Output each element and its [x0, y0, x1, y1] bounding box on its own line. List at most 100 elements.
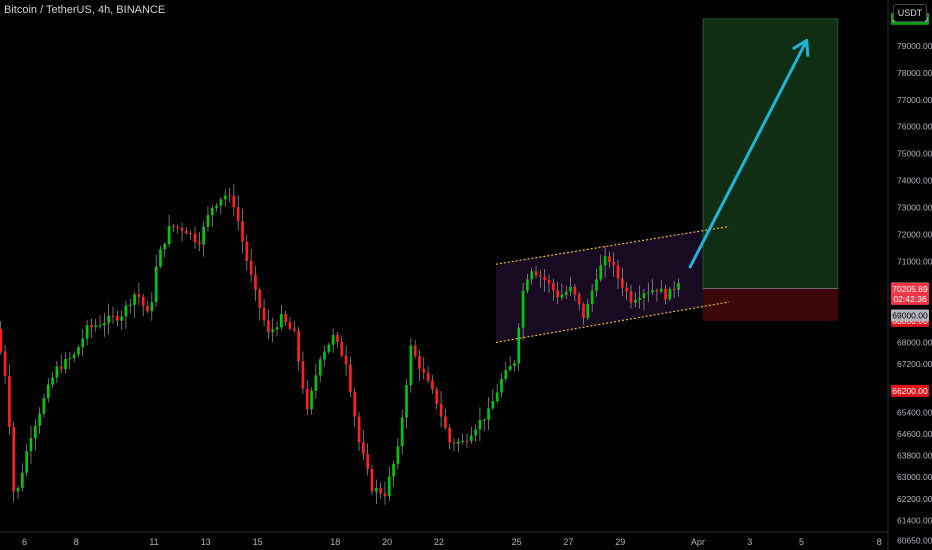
price-axis[interactable]: 60650.00 61400.00 62200.00 63000.00 63800.00…: [887, 0, 932, 550]
candle-body: [629, 291, 633, 303]
candle-body: [336, 334, 339, 342]
candle-body: [547, 279, 551, 284]
candle-body: [586, 304, 590, 318]
arrow-shaft[interactable]: [688, 38, 809, 269]
candle-body: [275, 327, 279, 330]
candle-body: [349, 364, 352, 393]
y-tick-label: 78000.00: [897, 68, 932, 78]
candle-body: [456, 441, 460, 444]
arrow-head[interactable]: [792, 38, 810, 57]
candle-body: [323, 351, 326, 360]
candle-body: [38, 413, 41, 426]
candle-body: [85, 325, 89, 339]
candle-body: [280, 314, 283, 328]
candle-body: [474, 429, 477, 436]
candle-body: [288, 322, 292, 329]
y-tick-label: 63800.00: [897, 451, 932, 461]
candle-body: [284, 314, 287, 323]
candle-body: [51, 377, 54, 385]
candle-body: [452, 442, 456, 444]
y-tick-label: 72000.00: [897, 230, 932, 240]
candle-body: [362, 442, 365, 455]
candle-body: [418, 355, 421, 369]
y-tick-label: 60650.00: [897, 536, 932, 546]
candle-body: [262, 307, 266, 321]
candle-body: [103, 323, 106, 326]
candle-body: [72, 354, 76, 359]
candle-body: [478, 420, 482, 430]
candle-body: [508, 366, 512, 371]
candle-body: [400, 417, 404, 447]
candle-body: [16, 487, 20, 492]
y-tick-label: 67200.00: [897, 359, 932, 369]
candle-body: [254, 274, 257, 290]
level-price-label-bg: [891, 309, 929, 322]
long-position-tool[interactable]: [702, 18, 839, 321]
candle-body: [115, 316, 119, 321]
candle-body: [655, 290, 659, 292]
candle-body: [12, 426, 16, 492]
candle-body: [176, 227, 180, 229]
time-axis[interactable]: 6 8 11 13 15 18 20 22 25 27 29 Apr 3 5 8: [0, 531, 888, 547]
channel-area: [495, 226, 729, 343]
candle-body: [107, 315, 111, 324]
candle-body: [603, 256, 607, 266]
candle-body: [64, 359, 67, 370]
candle-body: [8, 376, 11, 427]
candle-body: [469, 435, 473, 441]
candle-body: [353, 392, 357, 417]
x-tick-label: 29: [615, 537, 625, 547]
candle-body: [444, 416, 447, 428]
candle-body: [33, 425, 37, 439]
channel-lower-line[interactable]: [495, 301, 730, 343]
candle-body: [59, 366, 63, 370]
candle-body: [331, 334, 335, 345]
x-tick-label: 20: [382, 537, 392, 547]
candle-body: [379, 487, 382, 494]
candle-body: [271, 329, 275, 333]
candle-body: [413, 345, 417, 356]
candle-body: [439, 403, 443, 417]
candle-body: [465, 440, 469, 442]
candle-body: [327, 344, 331, 352]
candle-body: [202, 226, 205, 245]
candle-body: [487, 408, 490, 420]
candle-body: [133, 294, 136, 305]
candle-body: [245, 241, 249, 261]
y-tick-label: 77000.00: [897, 95, 932, 105]
candle-body: [46, 384, 50, 399]
candle-body: [77, 347, 80, 355]
candle-body: [29, 438, 33, 452]
candle-body: [141, 296, 145, 306]
candle-body: [185, 230, 188, 234]
candle-body: [534, 271, 538, 276]
candle-body: [564, 291, 568, 295]
x-tick-label: 15: [253, 537, 263, 547]
candle-body: [435, 389, 439, 404]
candle-body: [193, 233, 197, 243]
candle-body: [258, 289, 262, 308]
candle-body: [0, 328, 3, 352]
parallel-channel[interactable]: [495, 225, 730, 343]
channel-upper-line[interactable]: [495, 225, 730, 265]
support-price-label: 66200.00: [892, 386, 928, 396]
x-tick-label: 11: [149, 537, 158, 547]
symbol-title: Bitcoin / TetherUS, 4h, BINANCE: [4, 4, 166, 16]
last-price-bg: [891, 282, 929, 305]
candle-body: [426, 372, 430, 381]
candle-body: [344, 355, 348, 365]
target-zone[interactable]: [702, 18, 839, 289]
candle-body: [236, 207, 240, 222]
candle-body: [513, 363, 516, 367]
candle-body: [180, 227, 184, 231]
candle-body: [128, 304, 132, 306]
candle-body: [664, 288, 667, 300]
stop-zone[interactable]: [703, 288, 838, 321]
candle-body: [318, 359, 322, 376]
currency-button[interactable]: USDT: [893, 4, 927, 22]
candle-body: [90, 325, 93, 328]
projection-arrow[interactable]: [688, 38, 810, 269]
candle-body: [422, 368, 426, 373]
candle-body: [206, 215, 210, 227]
